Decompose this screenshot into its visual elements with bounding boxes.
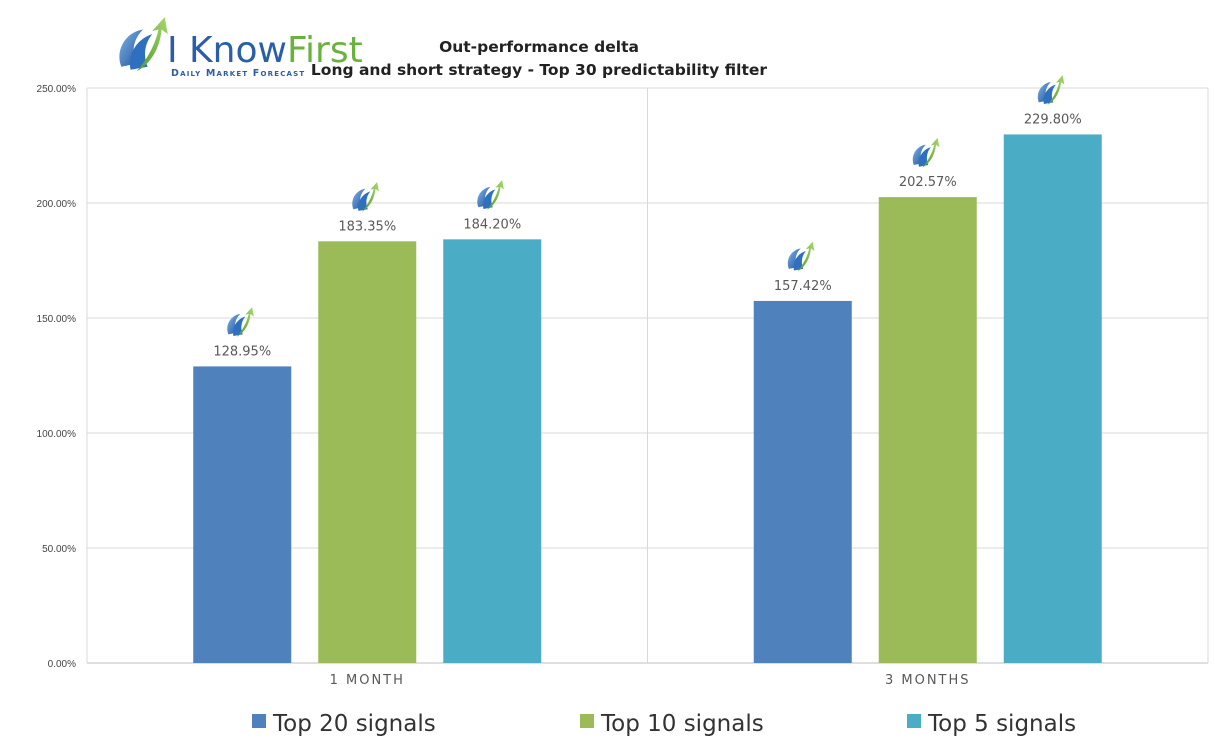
logo-brand-part1: I Know (167, 30, 287, 71)
x-axis-ticks: 1 MONTH 3 MONTHS (330, 673, 971, 688)
data-label: 229.80% (1024, 112, 1082, 127)
y-tick-label: 200.00% (37, 199, 77, 210)
data-label: 184.20% (463, 217, 521, 232)
x-tick-label: 1 MONTH (330, 673, 405, 688)
ikf-marker-icon (352, 181, 379, 212)
y-tick-label: 150.00% (37, 314, 77, 325)
legend-label: Top 5 signals (927, 711, 1076, 737)
bar (193, 366, 292, 663)
x-tick-label: 3 MONTHS (885, 673, 971, 688)
chart-title: Out-performance delta (439, 38, 639, 56)
logo-tagline: Daily Market Forecast (171, 68, 305, 79)
logo-brand-part2: First (287, 30, 363, 71)
ikf-marker-icon (477, 180, 504, 210)
y-tick-label: 0.00% (48, 659, 76, 670)
ikf-logo: I KnowFirst Daily Market Forecast (119, 17, 363, 79)
legend-label: Top 20 signals (272, 711, 436, 737)
data-label: 128.95% (213, 344, 271, 359)
bar (1003, 134, 1102, 663)
bar (318, 241, 417, 664)
bar (443, 239, 542, 663)
bar (753, 300, 852, 663)
ikf-marker-icon (912, 137, 940, 168)
data-label: 202.57% (899, 175, 957, 190)
ikf-marker-icon (1037, 75, 1065, 105)
bar (878, 197, 977, 664)
chart-subtitle: Long and short strategy - Top 30 predict… (311, 61, 767, 79)
ikf-logo-icon (119, 17, 168, 72)
bars (193, 134, 1102, 664)
data-labels: 128.95% 157.42% 183.35% 202.57% 184.20% 229.8… (213, 75, 1082, 359)
legend-swatch (580, 714, 594, 728)
data-label: 183.35% (338, 219, 396, 234)
data-label: 157.42% (774, 279, 832, 294)
y-tick-label: 250.00% (37, 84, 77, 95)
legend-swatch (252, 714, 266, 728)
ikf-marker-icon (227, 307, 254, 337)
legend: Top 20 signals Top 10 signals Top 5 signal… (252, 711, 1076, 737)
ikf-marker-icon (787, 241, 815, 272)
y-axis-ticks: 0.00% 50.00% 100.00% 150.00% 200.00% 250.00% (37, 84, 77, 670)
logo-brand: I KnowFirst (167, 30, 363, 71)
y-tick-label: 100.00% (37, 429, 77, 440)
y-tick-label: 50.00% (42, 544, 76, 555)
legend-swatch (907, 714, 921, 728)
legend-label: Top 10 signals (600, 711, 764, 737)
